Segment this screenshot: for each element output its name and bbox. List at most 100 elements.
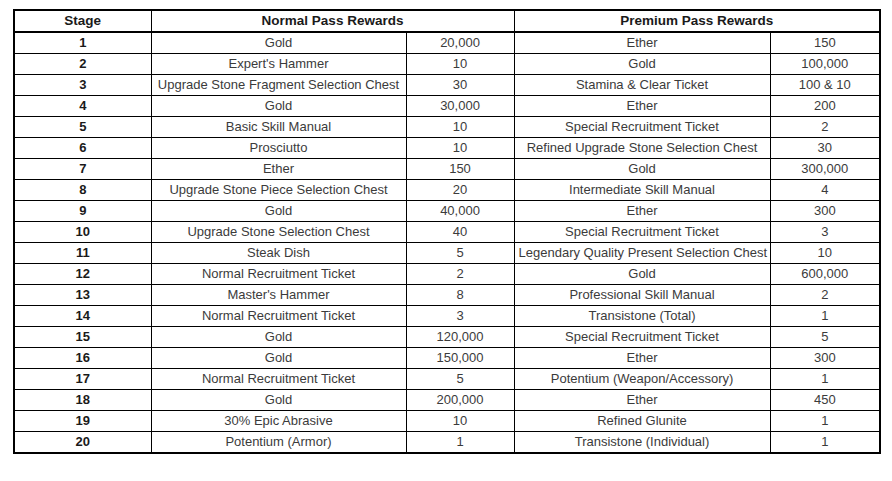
- table-row: 18 Gold 200,000 Ether 450: [14, 390, 880, 411]
- table-row: 7 Ether 150 Gold 300,000: [14, 159, 880, 180]
- stage-cell: 9: [14, 201, 151, 222]
- normal-item-cell: Gold: [151, 390, 406, 411]
- normal-item-cell: Gold: [151, 96, 406, 117]
- premium-qty-cell: 30: [770, 138, 880, 159]
- normal-qty-cell: 10: [406, 54, 514, 75]
- table-row: 3 Upgrade Stone Fragment Selection Chest…: [14, 75, 880, 96]
- premium-qty-cell: 1: [770, 411, 880, 432]
- normal-qty-cell: 10: [406, 138, 514, 159]
- premium-item-cell: Ether: [514, 32, 770, 54]
- premium-qty-cell: 2: [770, 117, 880, 138]
- stage-cell: 17: [14, 369, 151, 390]
- premium-item-cell: Special Recruitment Ticket: [514, 117, 770, 138]
- normal-item-cell: Gold: [151, 348, 406, 369]
- normal-qty-cell: 20: [406, 180, 514, 201]
- premium-item-cell: Ether: [514, 201, 770, 222]
- premium-qty-cell: 1: [770, 306, 880, 327]
- premium-qty-cell: 5: [770, 327, 880, 348]
- table-row: 6 Prosciutto 10 Refined Upgrade Stone Se…: [14, 138, 880, 159]
- table-row: 20 Potentium (Armor) 1 Transistone (Indi…: [14, 432, 880, 454]
- premium-qty-cell: 100 & 10: [770, 75, 880, 96]
- normal-qty-cell: 5: [406, 369, 514, 390]
- table-row: 9 Gold 40,000 Ether 300: [14, 201, 880, 222]
- premium-qty-cell: 1: [770, 432, 880, 454]
- normal-qty-cell: 5: [406, 243, 514, 264]
- normal-item-cell: Gold: [151, 201, 406, 222]
- premium-item-cell: Ether: [514, 390, 770, 411]
- normal-qty-cell: 30: [406, 75, 514, 96]
- normal-qty-cell: 120,000: [406, 327, 514, 348]
- table-row: 19 30% Epic Abrasive 10 Refined Glunite …: [14, 411, 880, 432]
- stage-cell: 4: [14, 96, 151, 117]
- normal-qty-cell: 1: [406, 432, 514, 454]
- table-row: 14 Normal Recruitment Ticket 3 Transisto…: [14, 306, 880, 327]
- normal-item-cell: Normal Recruitment Ticket: [151, 306, 406, 327]
- premium-item-cell: Special Recruitment Ticket: [514, 327, 770, 348]
- header-row: Stage Normal Pass Rewards Premium Pass R…: [14, 10, 880, 32]
- normal-item-cell: Prosciutto: [151, 138, 406, 159]
- premium-item-cell: Ether: [514, 96, 770, 117]
- rewards-table-body: 1 Gold 20,000 Ether 150 2 Expert's Hamme…: [14, 32, 880, 453]
- stage-cell: 7: [14, 159, 151, 180]
- normal-qty-cell: 150,000: [406, 348, 514, 369]
- stage-cell: 8: [14, 180, 151, 201]
- premium-item-cell: Intermediate Skill Manual: [514, 180, 770, 201]
- premium-qty-cell: 100,000: [770, 54, 880, 75]
- premium-qty-cell: 300: [770, 201, 880, 222]
- page: Stage Normal Pass Rewards Premium Pass R…: [0, 0, 892, 481]
- normal-item-cell: Potentium (Armor): [151, 432, 406, 454]
- table-row: 2 Expert's Hammer 10 Gold 100,000: [14, 54, 880, 75]
- premium-qty-cell: 1: [770, 369, 880, 390]
- stage-cell: 14: [14, 306, 151, 327]
- stage-cell: 13: [14, 285, 151, 306]
- normal-qty-cell: 20,000: [406, 32, 514, 54]
- normal-item-cell: Expert's Hammer: [151, 54, 406, 75]
- normal-item-cell: Ether: [151, 159, 406, 180]
- premium-item-cell: Transistone (Total): [514, 306, 770, 327]
- stage-cell: 3: [14, 75, 151, 96]
- table-row: 12 Normal Recruitment Ticket 2 Gold 600,…: [14, 264, 880, 285]
- premium-item-cell: Gold: [514, 54, 770, 75]
- stage-cell: 11: [14, 243, 151, 264]
- stage-cell: 15: [14, 327, 151, 348]
- header-stage: Stage: [14, 10, 151, 32]
- table-row: 11 Steak Dish 5 Legendary Quality Presen…: [14, 243, 880, 264]
- table-row: 16 Gold 150,000 Ether 300: [14, 348, 880, 369]
- premium-item-cell: Gold: [514, 264, 770, 285]
- stage-cell: 2: [14, 54, 151, 75]
- stage-cell: 5: [14, 117, 151, 138]
- normal-item-cell: Upgrade Stone Selection Chest: [151, 222, 406, 243]
- stage-cell: 18: [14, 390, 151, 411]
- premium-item-cell: Ether: [514, 348, 770, 369]
- premium-qty-cell: 300,000: [770, 159, 880, 180]
- table-row: 17 Normal Recruitment Ticket 5 Potentium…: [14, 369, 880, 390]
- normal-item-cell: Normal Recruitment Ticket: [151, 369, 406, 390]
- table-row: 4 Gold 30,000 Ether 200: [14, 96, 880, 117]
- premium-qty-cell: 150: [770, 32, 880, 54]
- stage-cell: 20: [14, 432, 151, 454]
- normal-qty-cell: 3: [406, 306, 514, 327]
- premium-qty-cell: 200: [770, 96, 880, 117]
- table-row: 10 Upgrade Stone Selection Chest 40 Spec…: [14, 222, 880, 243]
- table-row: 1 Gold 20,000 Ether 150: [14, 32, 880, 54]
- normal-qty-cell: 10: [406, 411, 514, 432]
- normal-qty-cell: 10: [406, 117, 514, 138]
- premium-item-cell: Gold: [514, 159, 770, 180]
- premium-item-cell: Stamina & Clear Ticket: [514, 75, 770, 96]
- premium-item-cell: Refined Glunite: [514, 411, 770, 432]
- stage-cell: 10: [14, 222, 151, 243]
- premium-qty-cell: 300: [770, 348, 880, 369]
- premium-item-cell: Special Recruitment Ticket: [514, 222, 770, 243]
- premium-qty-cell: 600,000: [770, 264, 880, 285]
- table-row: 5 Basic Skill Manual 10 Special Recruitm…: [14, 117, 880, 138]
- table-row: 15 Gold 120,000 Special Recruitment Tick…: [14, 327, 880, 348]
- normal-item-cell: Upgrade Stone Fragment Selection Chest: [151, 75, 406, 96]
- normal-qty-cell: 40: [406, 222, 514, 243]
- header-premium-pass-rewards: Premium Pass Rewards: [514, 10, 880, 32]
- premium-qty-cell: 450: [770, 390, 880, 411]
- premium-qty-cell: 2: [770, 285, 880, 306]
- normal-item-cell: Normal Recruitment Ticket: [151, 264, 406, 285]
- normal-qty-cell: 2: [406, 264, 514, 285]
- stage-cell: 6: [14, 138, 151, 159]
- premium-item-cell: Transistone (Individual): [514, 432, 770, 454]
